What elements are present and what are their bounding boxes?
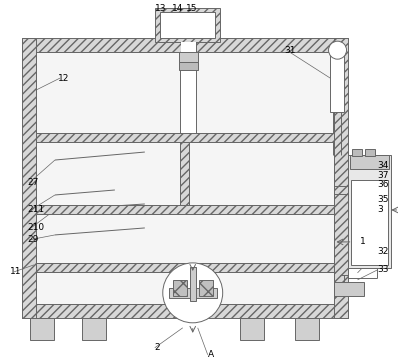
Bar bbox=[199, 280, 213, 296]
Text: 211: 211 bbox=[27, 205, 44, 215]
Bar bbox=[179, 52, 198, 62]
Bar bbox=[181, 52, 196, 133]
Bar bbox=[36, 263, 334, 272]
Bar bbox=[22, 304, 347, 318]
Bar bbox=[173, 280, 187, 296]
Text: 34: 34 bbox=[377, 160, 389, 170]
Text: 29: 29 bbox=[27, 236, 38, 244]
Text: 2: 2 bbox=[155, 343, 160, 352]
Bar bbox=[181, 42, 196, 52]
Bar bbox=[160, 12, 215, 38]
Circle shape bbox=[329, 41, 347, 59]
Bar bbox=[169, 288, 217, 298]
Text: 33: 33 bbox=[377, 265, 389, 274]
Bar bbox=[349, 155, 390, 169]
Text: 15: 15 bbox=[186, 4, 197, 13]
Bar bbox=[22, 38, 36, 318]
Text: 14: 14 bbox=[172, 4, 183, 13]
Bar bbox=[179, 62, 198, 70]
Bar bbox=[330, 52, 343, 112]
Text: 3: 3 bbox=[377, 205, 383, 215]
Bar bbox=[82, 318, 106, 340]
Text: A: A bbox=[208, 350, 214, 359]
Bar bbox=[351, 180, 388, 265]
Bar bbox=[295, 318, 318, 340]
Bar bbox=[334, 282, 363, 296]
Bar bbox=[155, 8, 220, 42]
Bar bbox=[334, 38, 347, 318]
Text: 12: 12 bbox=[58, 74, 69, 83]
Bar bbox=[22, 38, 347, 52]
Bar bbox=[36, 52, 180, 133]
Text: 32: 32 bbox=[377, 248, 389, 256]
Bar bbox=[36, 272, 334, 304]
Bar bbox=[365, 149, 375, 156]
Bar bbox=[189, 142, 334, 205]
Text: 13: 13 bbox=[155, 4, 166, 13]
Bar bbox=[189, 52, 334, 133]
Bar bbox=[36, 133, 334, 142]
Bar bbox=[30, 318, 54, 340]
Text: 210: 210 bbox=[27, 224, 44, 232]
Text: 36: 36 bbox=[377, 180, 389, 189]
Bar bbox=[347, 155, 392, 268]
Bar bbox=[351, 149, 361, 156]
Text: 27: 27 bbox=[27, 179, 38, 188]
Bar bbox=[240, 318, 263, 340]
Circle shape bbox=[163, 263, 223, 323]
Text: 31: 31 bbox=[285, 46, 296, 55]
Bar bbox=[36, 205, 334, 214]
Text: 1: 1 bbox=[359, 237, 365, 246]
Text: 11: 11 bbox=[10, 268, 21, 276]
Text: 35: 35 bbox=[377, 195, 389, 204]
Bar bbox=[190, 267, 196, 301]
Bar bbox=[180, 142, 189, 205]
Bar bbox=[36, 142, 180, 205]
Text: 37: 37 bbox=[377, 171, 389, 180]
Bar bbox=[36, 214, 334, 263]
